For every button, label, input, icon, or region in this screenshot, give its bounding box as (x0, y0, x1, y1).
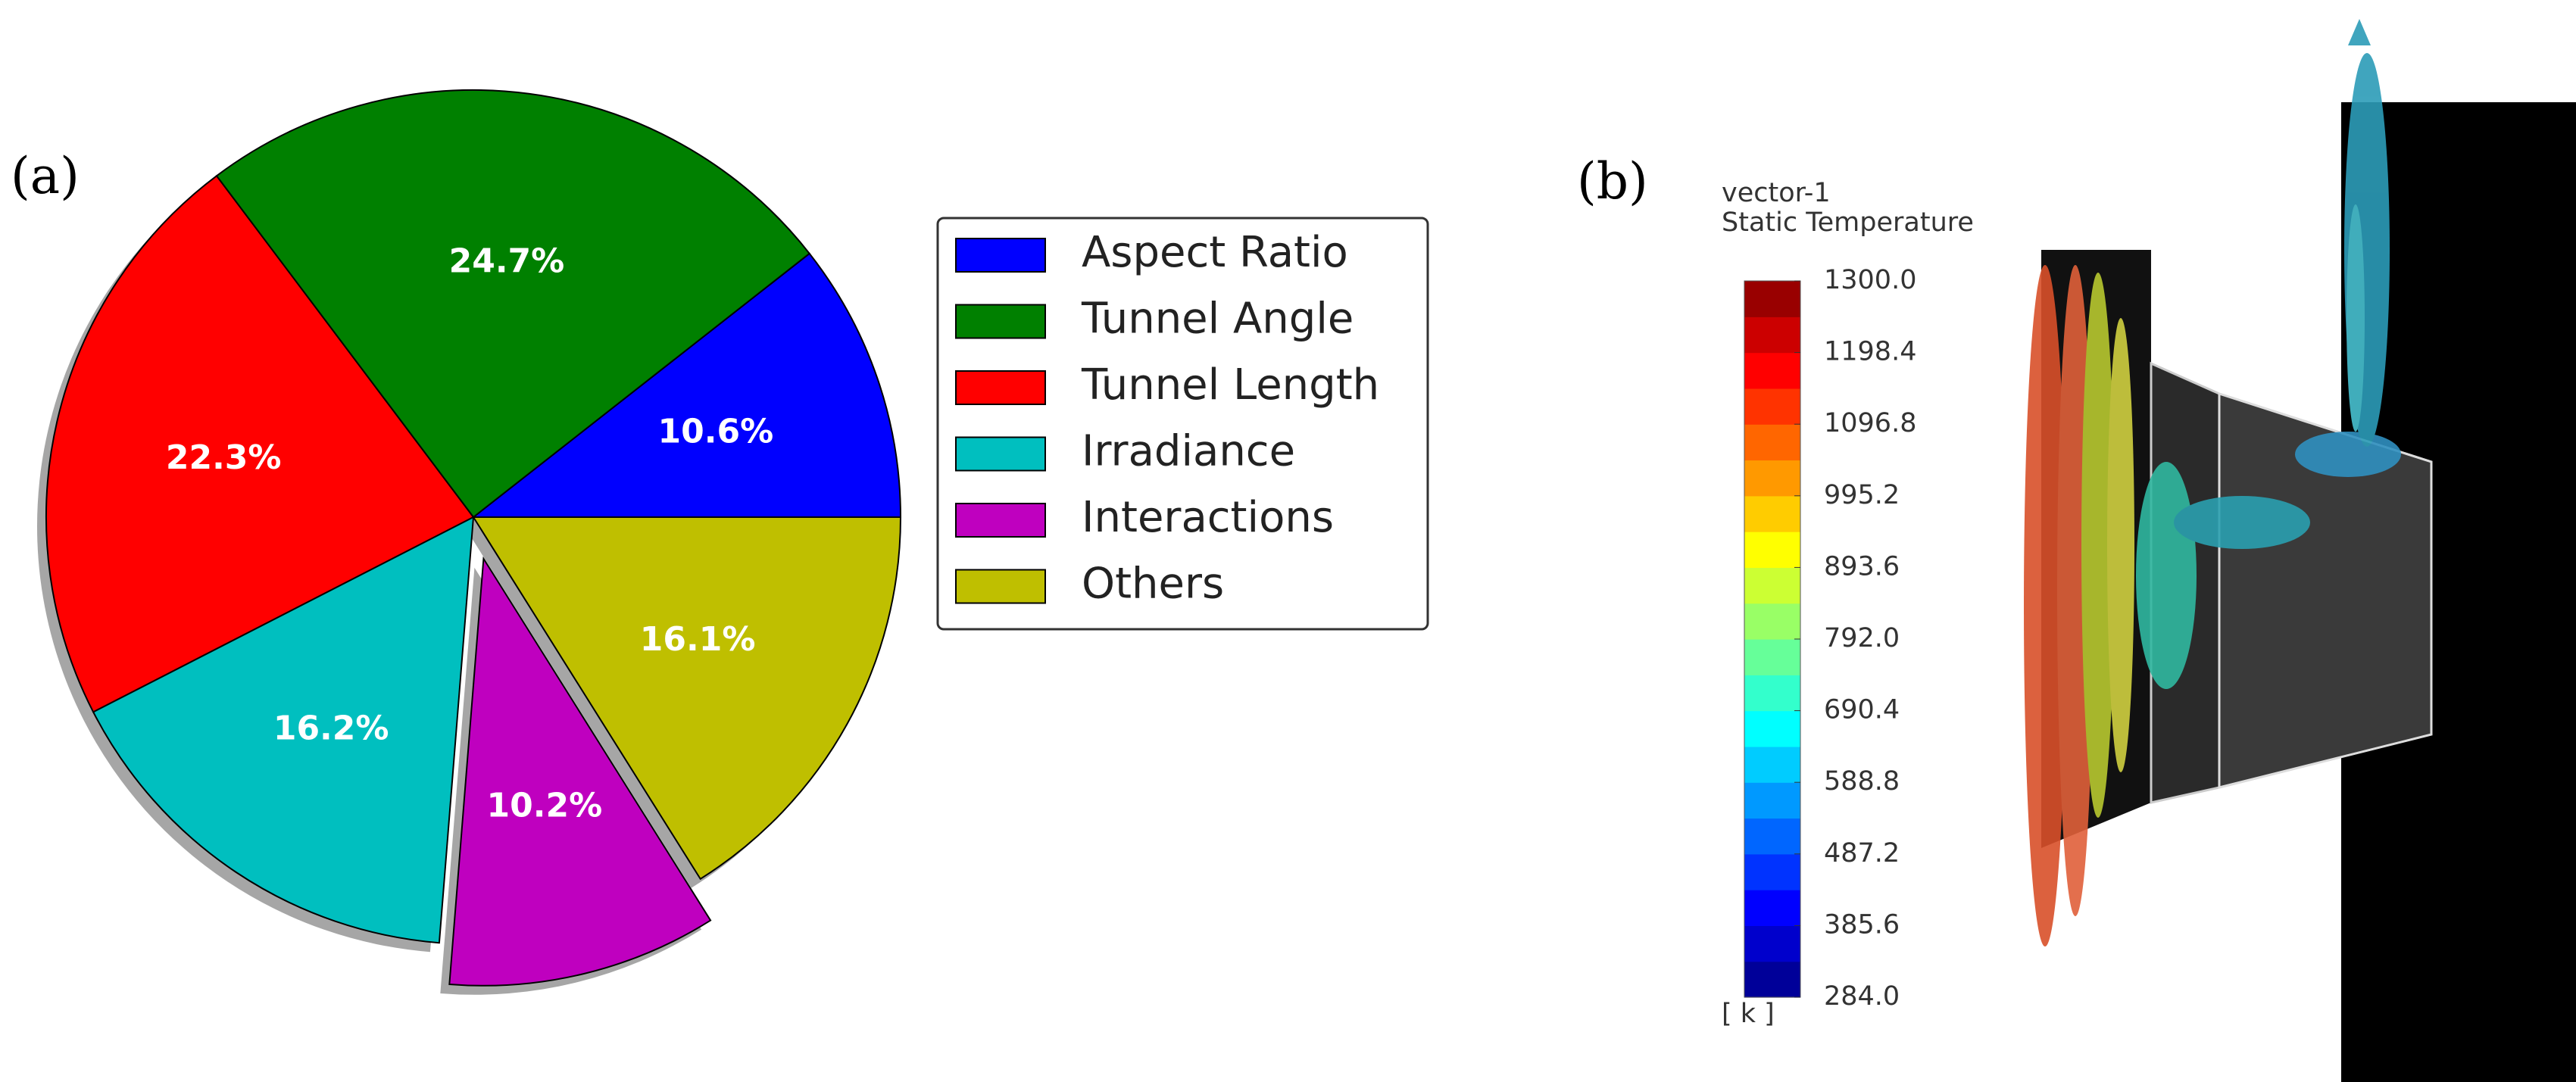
tick-label: 1300.0 (1824, 265, 1916, 295)
tick-label: 792.0 (1824, 623, 1900, 653)
wedge (448, 556, 712, 987)
colorbar-band (1744, 746, 1800, 783)
wedge (471, 252, 902, 518)
cfd-render (2024, 19, 2576, 1082)
colorbar-band (1744, 710, 1800, 747)
tick-label: 995.2 (1824, 480, 1900, 510)
panel-label: (a) (11, 147, 80, 205)
legend-label: Tunnel Angle (1081, 295, 1354, 344)
legend-swatch (955, 436, 1046, 472)
colorbar-band (1744, 532, 1800, 568)
colorbar-subtitle: Static Temperature (1722, 207, 1974, 238)
legend-swatch (955, 238, 1046, 273)
legend-swatch (955, 503, 1046, 538)
wedge (472, 516, 902, 881)
legend-label: Others (1082, 560, 1224, 609)
tick-label: 588.8 (1824, 766, 1900, 797)
wedge (215, 89, 811, 519)
colorbar-band (1744, 316, 1800, 354)
vectors (2024, 19, 2401, 946)
panel-label: (b) (1577, 152, 1648, 210)
wedge-label: 22.3% (166, 438, 282, 477)
colorbar-band (1744, 925, 1800, 962)
tick-label: 1198.4 (1824, 337, 1916, 367)
colorbar-band (1744, 853, 1800, 890)
colorbar-band (1744, 782, 1800, 819)
tick-label: 893.6 (1824, 551, 1900, 582)
colorbar-unit: [ k ] (1722, 999, 1775, 1029)
legend-label: Irradiance (1082, 427, 1295, 476)
colorbar-band (1744, 603, 1800, 640)
legend-box (936, 217, 1429, 631)
legend-label: Tunnel Length (1081, 360, 1379, 410)
legend-label: Aspect Ratio (1082, 228, 1348, 277)
wedge (45, 174, 475, 713)
legend-label: Interactions (1082, 493, 1334, 542)
tick-label: 690.4 (1824, 695, 1900, 725)
colorbar-band (1744, 388, 1800, 425)
legend-swatch (955, 304, 1046, 339)
tick-label: 284.0 (1824, 981, 1900, 1012)
wedge-label: 10.2% (487, 786, 603, 825)
colorbar-band (1744, 352, 1800, 389)
legend-swatch (955, 370, 1046, 405)
tick-label: 385.6 (1824, 909, 1900, 940)
colorbar-band (1744, 675, 1800, 712)
colorbar-band (1744, 961, 1800, 998)
colorbar-band (1744, 424, 1800, 461)
wedge (92, 516, 475, 944)
colorbar-band (1744, 460, 1800, 497)
tick-label: 1096.8 (1824, 408, 1916, 438)
colorbar-band (1744, 890, 1800, 926)
colorbar-band (1744, 495, 1800, 532)
wedge-label: 10.6% (658, 412, 774, 451)
colorbar-band (1744, 639, 1800, 675)
tick-label: 487.2 (1824, 838, 1900, 868)
colorbar-band (1744, 567, 1800, 604)
wedge-label: 24.7% (449, 242, 565, 280)
colorbar-title: vector-1 (1722, 178, 1831, 208)
colorbar-band (1744, 281, 1800, 317)
legend-swatch (955, 569, 1046, 604)
wedge-label: 16.1% (640, 620, 756, 659)
wedge-label: 16.2% (273, 709, 389, 747)
colorbar-band (1744, 818, 1800, 855)
